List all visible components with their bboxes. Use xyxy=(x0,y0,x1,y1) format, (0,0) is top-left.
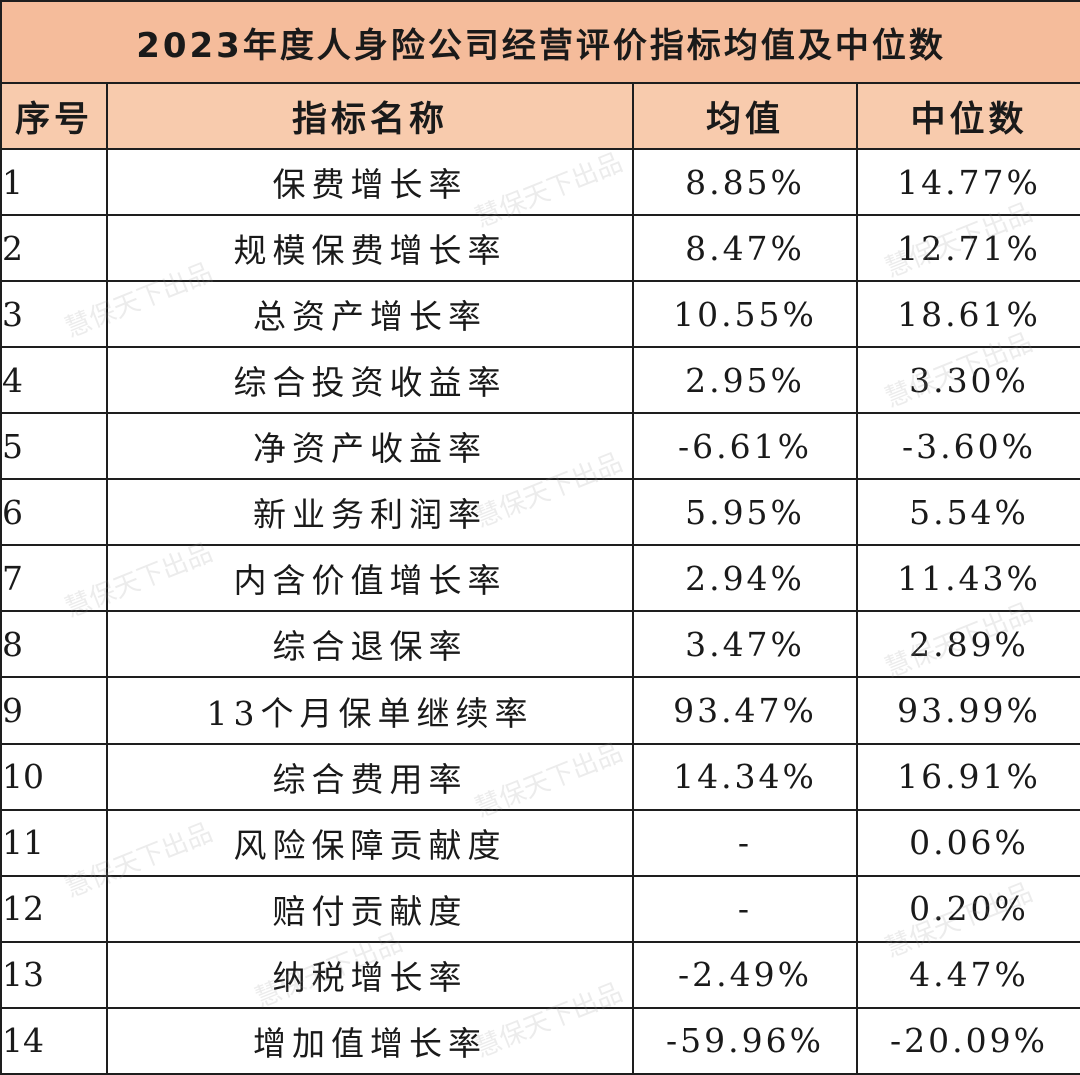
median-value: 12.71% xyxy=(855,214,1080,283)
table-row: 12 赔付贡献度 -0.20% xyxy=(0,874,1080,943)
indicator-name: 风险保障贡献度 xyxy=(106,808,634,877)
median-value: 16.91% xyxy=(855,742,1080,811)
median-value: 93.99% xyxy=(855,676,1080,745)
mean-value: 2.95% xyxy=(632,346,858,415)
mean-value: 93.47% xyxy=(632,676,858,745)
mean-value: 3.47% xyxy=(632,610,858,679)
mean-value: 8.85% xyxy=(632,148,858,217)
indicator-name: 综合费用率 xyxy=(106,742,634,811)
table-row: 7 内含价值增长率 2.94% 11.43% xyxy=(0,544,1080,613)
mean-value: 2.94% xyxy=(632,544,858,613)
indicator-name: 综合退保率 xyxy=(106,610,634,679)
median-value: 4.47% xyxy=(855,940,1080,1009)
indicator-name: 内含价值增长率 xyxy=(106,544,634,613)
row-number: 2 xyxy=(0,214,108,283)
indicator-name: 保费增长率 xyxy=(106,148,634,217)
mean-value: 5.95% xyxy=(632,478,858,547)
row-number: 7 xyxy=(0,544,108,613)
row-number: 11 xyxy=(0,808,108,877)
mean-value: -6.61% xyxy=(632,412,858,481)
row-number: 6 xyxy=(0,478,108,547)
indicator-name: 总资产增长率 xyxy=(106,280,634,349)
median-value: 5.54% xyxy=(855,478,1080,547)
median-value: -20.09% xyxy=(855,1006,1080,1075)
row-number: 8 xyxy=(0,610,108,679)
indicator-name: 新业务利润率 xyxy=(106,478,634,547)
table-row: 14 增加值增长率 -59.96% -20.09% xyxy=(0,1006,1080,1075)
table-row: 5 净资产收益率 -6.61% -3.60% xyxy=(0,412,1080,481)
indicator-name: 净资产收益率 xyxy=(106,412,634,481)
mean-value: - xyxy=(632,808,858,877)
indicator-name: 13个月保单继续率 xyxy=(106,676,634,745)
table-row: 9 13个月保单继续率 93.47% 93.99% xyxy=(0,676,1080,745)
table-row: 6 新业务利润率 5.95% 5.54% xyxy=(0,478,1080,547)
mean-value: 8.47% xyxy=(632,214,858,283)
median-value: 0.06% xyxy=(855,808,1080,877)
table-row: 2 规模保费增长率 8.47% 12.71% xyxy=(0,214,1080,283)
median-value: 2.89% xyxy=(855,610,1080,679)
mean-value: -59.96% xyxy=(632,1006,858,1075)
table-row: 13 纳税增长率 -2.49% 4.47% xyxy=(0,940,1080,1009)
table-row: 10 综合费用率 14.34% 16.91% xyxy=(0,742,1080,811)
mean-value: 14.34% xyxy=(632,742,858,811)
table-row: 8 综合退保率 3.47% 2.89% xyxy=(0,610,1080,679)
median-value: 14.77% xyxy=(855,148,1080,217)
median-value: 11.43% xyxy=(855,544,1080,613)
mean-value: 10.55% xyxy=(632,280,858,349)
median-value: -3.60% xyxy=(855,412,1080,481)
row-number: 9 xyxy=(0,676,108,745)
row-number: 3 xyxy=(0,280,108,349)
indicator-name: 增加值增长率 xyxy=(106,1006,634,1075)
indicator-name: 赔付贡献度 xyxy=(106,874,634,943)
table-title: 2023年度人身险公司经营评价指标均值及中位数 xyxy=(0,0,1080,85)
mean-value: - xyxy=(632,874,858,943)
row-number: 13 xyxy=(0,940,108,1009)
row-number: 12 xyxy=(0,874,108,943)
indicator-name: 纳税增长率 xyxy=(106,940,634,1009)
table-row: 4 综合投资收益率 2.95% 3.30% xyxy=(0,346,1080,415)
indicator-name: 综合投资收益率 xyxy=(106,346,634,415)
header-no: 序号 xyxy=(0,82,108,151)
indicator-name: 规模保费增长率 xyxy=(106,214,634,283)
table-row: 1 保费增长率 8.85% 14.77% xyxy=(0,148,1080,217)
header-median: 中位数 xyxy=(855,82,1080,151)
mean-value: -2.49% xyxy=(632,940,858,1009)
row-number: 5 xyxy=(0,412,108,481)
row-number: 10 xyxy=(0,742,108,811)
row-number: 14 xyxy=(0,1006,108,1075)
median-value: 0.20% xyxy=(855,874,1080,943)
median-value: 3.30% xyxy=(855,346,1080,415)
table-row: 3 总资产增长率 10.55% 18.61% xyxy=(0,280,1080,349)
header-mean: 均值 xyxy=(632,82,858,151)
row-number: 1 xyxy=(0,148,108,217)
median-value: 18.61% xyxy=(855,280,1080,349)
row-number: 4 xyxy=(0,346,108,415)
header-name: 指标名称 xyxy=(106,82,634,151)
table-row: 11 风险保障贡献度 -0.06% xyxy=(0,808,1080,877)
